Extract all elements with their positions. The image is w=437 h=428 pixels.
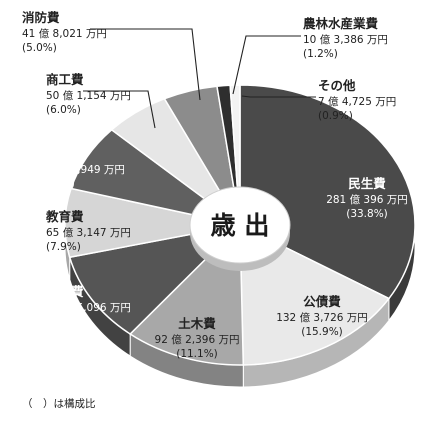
slice-amount-土木費: 92 億 2,396 万円 [155,333,240,346]
slice-amount-農林水産業費: 10 億 3,386 万円 [303,33,388,46]
center-hole [189,186,291,264]
slice-name-公債費: 公債費 [303,294,341,309]
slice-name-教育費: 教育費 [45,209,84,224]
slice-amount-その他: 7 億 4,725 万円 [318,95,396,108]
slice-pct-教育費: (7.9%) [46,241,81,253]
slice-amount-教育費: 65 億 3,147 万円 [46,226,131,239]
slice-name-土木費: 土木費 [178,316,216,331]
leader-line-消防費 [90,28,201,101]
slice-pct-土木費: (11.1%) [176,348,218,360]
legend-note: （ ）は構成比 [22,398,96,410]
slice-name-その他: その他 [318,78,356,93]
slice-pct-農林水産業費: (1.2%) [303,48,338,60]
slice-name-商工費: 商工費 [46,72,84,87]
leader-line-農林水産業費 [232,35,301,95]
slice-pct-その他: (0.9%) [318,110,353,122]
center-label: 歳 出 [211,211,270,240]
slice-amount-衛生費: 63 億 7,949 万円 [40,163,125,176]
slice-name-衛生費: 衛生費 [39,146,78,161]
slice-pct-総務費: (10.5%) [46,316,88,328]
slice-pct-公債費: (15.9%) [301,326,343,338]
slice-amount-商工費: 50 億 1,154 万円 [46,89,131,102]
slice-name-総務費: 総務費 [46,284,84,299]
leader-line-商工費 [83,90,156,129]
slice-amount-消防費: 41 億 8,021 万円 [22,27,107,40]
pie-slice-公債費 [239,223,391,366]
slice-pct-衛生費: (7.7%) [40,178,75,190]
slice-pct-商工費: (6.0%) [46,104,81,116]
slice-pct-民生費: (33.8%) [346,208,388,220]
slice-name-民生費: 民生費 [348,176,386,191]
slice-name-農林水産業費: 農林水産業費 [303,16,379,31]
slice-amount-民生費: 281 億 396 万円 [326,193,408,206]
slice-amount-総務費: 87 億 6,096 万円 [46,301,131,314]
slice-name-消防費: 消防費 [22,10,60,25]
leader-line-その他 [241,95,316,98]
slice-pct-消防費: (5.0%) [22,42,57,54]
slice-amount-公債費: 132 億 3,726 万円 [276,311,368,324]
